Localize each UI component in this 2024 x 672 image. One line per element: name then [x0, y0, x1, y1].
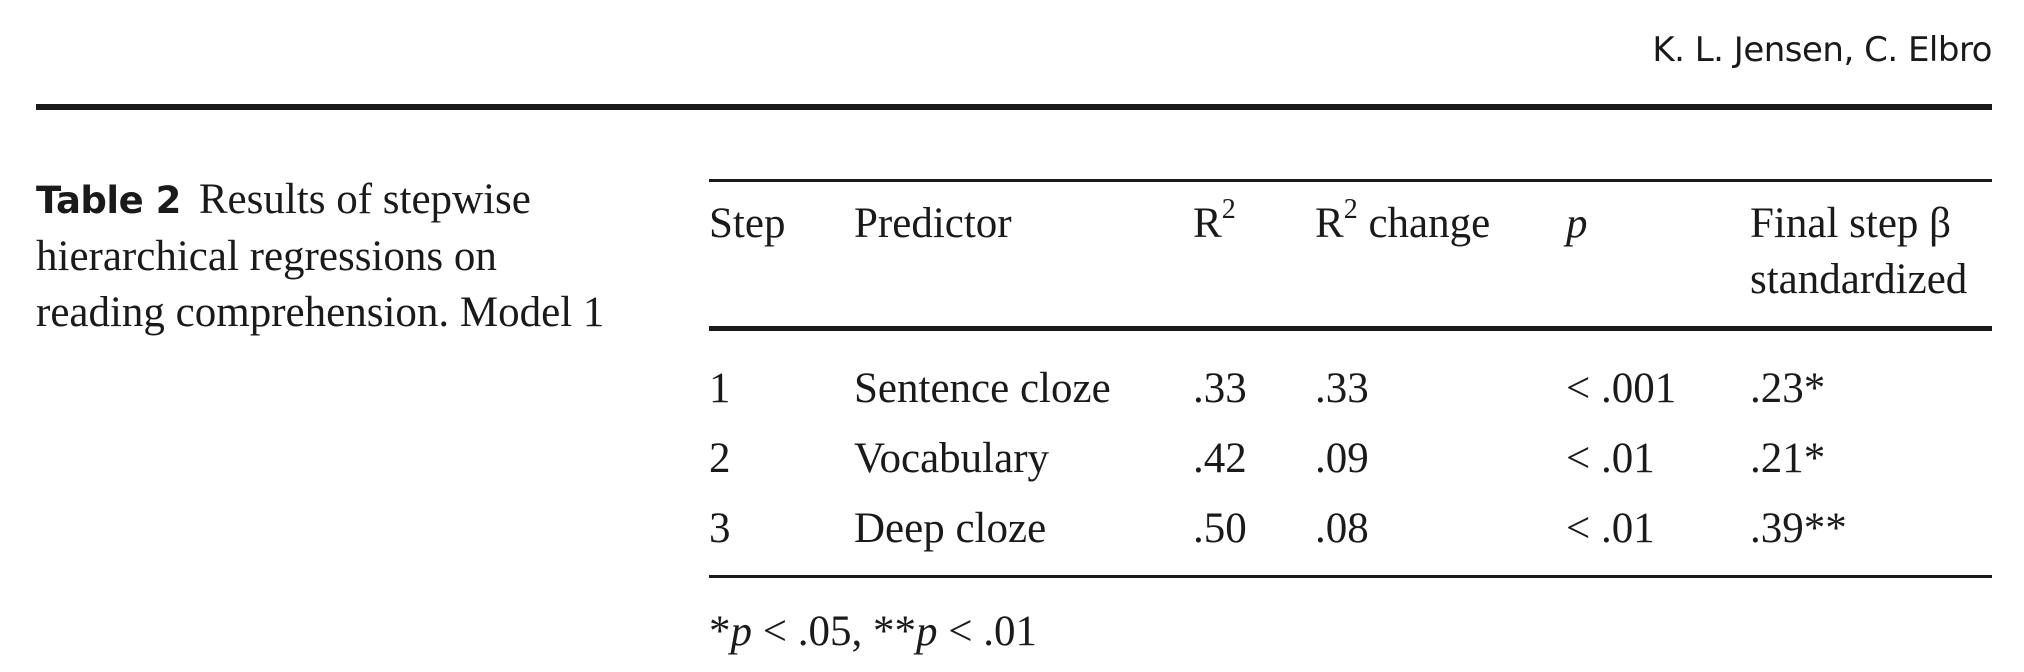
- header-r2: R2: [1193, 181, 1315, 329]
- header-r2change-base: R: [1315, 200, 1344, 247]
- footnote-p2: p: [916, 608, 938, 655]
- cell-predictor: Sentence cloze: [854, 365, 1111, 412]
- cell-predictor: Deep cloze: [854, 505, 1047, 552]
- cell-predictor: Vocabulary: [854, 435, 1050, 482]
- footnote-star: *: [709, 608, 731, 655]
- table-row: 1 Sentence cloze .33 .33 < .001 .23*: [709, 329, 1992, 425]
- table-header-row: Step Predictor R2 R2 change p Final step…: [709, 180, 1992, 329]
- footnote-rest1: < .05, **: [752, 608, 917, 655]
- running-head: K. L. Jensen, C. Elbro: [1652, 30, 1992, 70]
- cell-r2-change: .33: [1315, 365, 1369, 412]
- header-beta-line1: Final step β: [1750, 200, 1952, 247]
- cell-p: < .01: [1566, 435, 1655, 482]
- table-caption: Table 2 Results of stepwise hierarchical …: [36, 172, 636, 341]
- caption-label: Table 2: [36, 179, 181, 222]
- table-row: 3 Deep cloze .50 .08 < .01 .39**: [709, 494, 1992, 577]
- header-predictor: Predictor: [854, 200, 1012, 247]
- cell-r2: .42: [1193, 435, 1247, 482]
- cell-beta: .21*: [1750, 435, 1826, 482]
- header-r2-sup: 2: [1221, 193, 1236, 225]
- cell-step: 1: [709, 365, 731, 412]
- header-beta-line2: standardized: [1750, 256, 1968, 303]
- footnote-rest2: < .01: [937, 608, 1038, 655]
- header-rule: [36, 104, 1992, 110]
- cell-beta: .23*: [1750, 365, 1826, 412]
- cell-r2-change: .09: [1315, 435, 1369, 482]
- footnote-p1: p: [730, 608, 753, 655]
- cell-r2: .33: [1193, 365, 1247, 412]
- table-row: 2 Vocabulary .42 .09 < .01 .21*: [709, 424, 1992, 494]
- header-step: Step: [709, 200, 786, 247]
- cell-p: < .01: [1566, 505, 1655, 552]
- header-r2-base: R: [1193, 200, 1222, 247]
- cell-r2-change: .08: [1315, 505, 1369, 552]
- header-r2change-sup: 2: [1343, 193, 1358, 225]
- table-footnote: *p < .05, **p < .01: [709, 604, 1992, 660]
- header-r2-change: R2 change: [1315, 181, 1566, 329]
- cell-step: 3: [709, 505, 731, 552]
- cell-step: 2: [709, 435, 731, 482]
- header-p: p: [1566, 200, 1588, 247]
- cell-p: < .001: [1566, 365, 1677, 412]
- header-beta: Final step β standardized: [1750, 181, 1992, 329]
- cell-r2: .50: [1193, 505, 1247, 552]
- regression-table: Step Predictor R2 R2 change p Final step…: [709, 179, 1992, 660]
- cell-beta: .39**: [1750, 505, 1847, 552]
- header-r2change-rest: change: [1357, 200, 1491, 247]
- caption-text: Results of stepwise hierarchical regress…: [36, 176, 605, 336]
